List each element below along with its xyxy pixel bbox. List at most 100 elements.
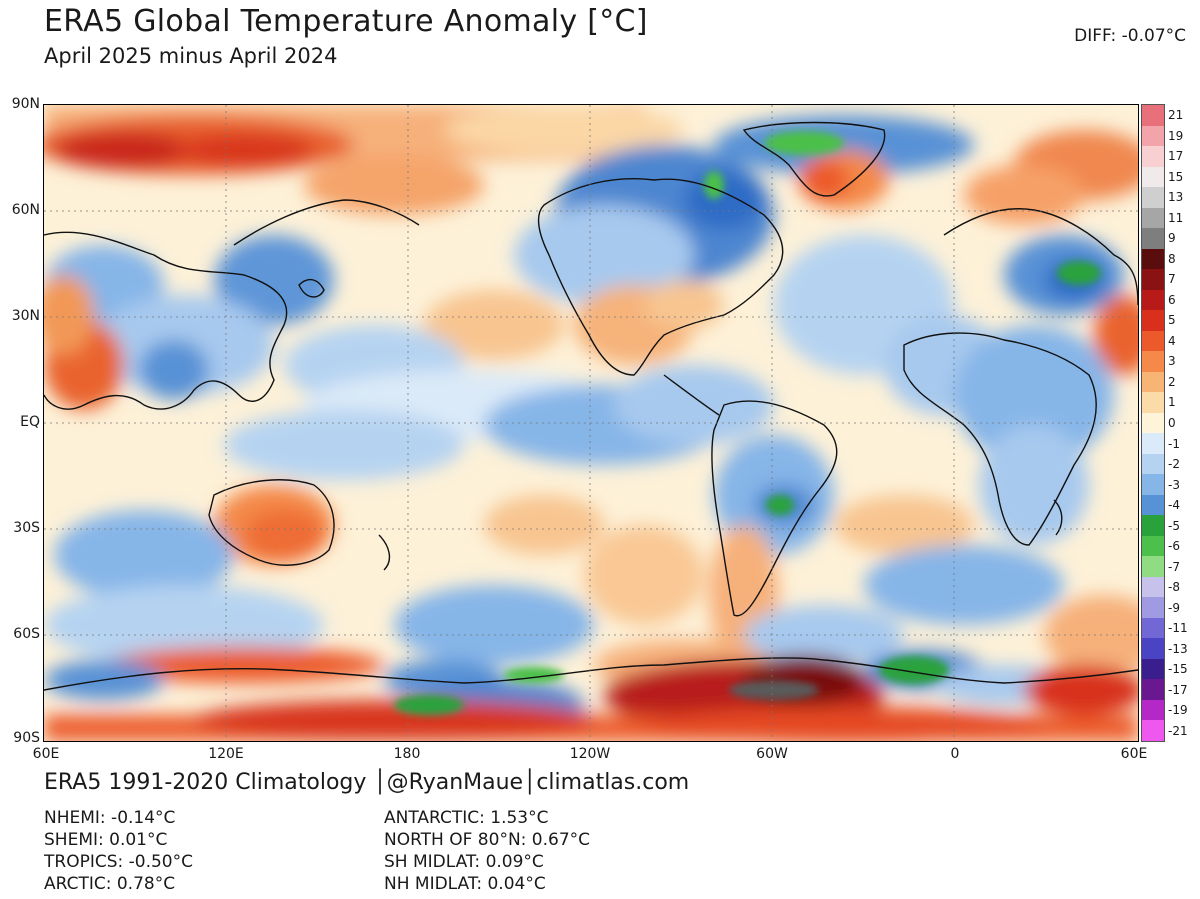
lon-label-0: 0 xyxy=(950,746,960,762)
coastlines xyxy=(44,121,1138,691)
coastline-europe xyxy=(943,208,1138,306)
colorbar-cell xyxy=(1142,453,1164,475)
colorbar-label: -19 xyxy=(1168,703,1188,718)
lon-label-60e: 60E xyxy=(32,746,60,762)
colorbar-cell xyxy=(1142,638,1164,660)
stat-shemi: SHEMI: 0.01°C xyxy=(44,830,168,850)
credit-line: ERA5 1991-2020 Climatology │@RyanMaue│cl… xyxy=(44,770,690,795)
colorbar-label: 11 xyxy=(1168,210,1184,225)
colorbar-cell xyxy=(1142,658,1164,680)
colorbar-cell xyxy=(1142,248,1164,270)
coastline-madagascar xyxy=(1053,499,1063,536)
colorbar-label: -13 xyxy=(1168,641,1188,656)
colorbar-label: 3 xyxy=(1168,354,1176,369)
colorbar-label: 13 xyxy=(1168,190,1184,205)
colorbar-cell xyxy=(1142,125,1164,147)
colorbar-label: -11 xyxy=(1168,621,1188,636)
stat-antarctic: ANTARCTIC: 1.53°C xyxy=(384,808,549,828)
colorbar-label: -4 xyxy=(1168,498,1180,513)
colorbar-label: -17 xyxy=(1168,682,1188,697)
lon-label-120w: 120W xyxy=(569,746,611,762)
colorbar-cell xyxy=(1142,105,1164,127)
stat-nh-midlat: NH MIDLAT: 0.04°C xyxy=(384,874,546,894)
colorbar-cell xyxy=(1142,576,1164,598)
colorbar-cell xyxy=(1142,617,1164,639)
colorbar-label: 4 xyxy=(1168,333,1176,348)
colorbar-label: 1 xyxy=(1168,395,1176,410)
colorbar-cell xyxy=(1142,166,1164,188)
colorbar-cell xyxy=(1142,556,1164,578)
colorbar-cell xyxy=(1142,412,1164,434)
colorbar-cell xyxy=(1142,330,1164,352)
colorbar-label: -7 xyxy=(1168,559,1180,574)
coastline-siberia xyxy=(233,199,420,246)
colorbar-cell xyxy=(1142,310,1164,332)
colorbar-label: -21 xyxy=(1168,723,1188,738)
stat-nhemi: NHEMI: -0.14°C xyxy=(44,808,176,828)
lat-label-eq: EQ xyxy=(20,414,40,430)
colorbar-cell xyxy=(1142,289,1164,311)
lat-label-60s: 60S xyxy=(13,626,40,642)
coastline-australia xyxy=(208,479,335,566)
colorbar-cell xyxy=(1142,474,1164,496)
colorbar-cell xyxy=(1142,187,1164,209)
colorbar-label: 2 xyxy=(1168,374,1176,389)
colorbar-label: -1 xyxy=(1168,436,1180,451)
coastline-south-america xyxy=(711,400,838,617)
coastline-africa xyxy=(903,332,1097,546)
coastline-newzealand xyxy=(378,534,391,571)
colorbar-label: 8 xyxy=(1168,251,1176,266)
colorbar-cell xyxy=(1142,535,1164,557)
colorbar-label: 5 xyxy=(1168,313,1176,328)
coastline-greenland xyxy=(742,121,886,197)
stat-north-of-80n: NORTH OF 80°N: 0.67°C xyxy=(384,830,591,850)
colorbar-label: 17 xyxy=(1168,149,1184,164)
colorbar-label: -8 xyxy=(1168,580,1180,595)
map-title: ERA5 Global Temperature Anomaly [°C] xyxy=(44,4,648,39)
colorbar-cell xyxy=(1142,597,1164,619)
coastline-central-america xyxy=(663,374,720,416)
colorbar-label: -6 xyxy=(1168,539,1180,554)
lon-label-60w: 60W xyxy=(756,746,788,762)
colorbar-label: -9 xyxy=(1168,600,1180,615)
lat-label-90s: 90S xyxy=(13,730,40,746)
colorbar-label: -2 xyxy=(1168,457,1180,472)
map-subtitle: April 2025 minus April 2024 xyxy=(44,44,338,68)
colorbar-cell xyxy=(1142,433,1164,455)
colorbar-label: -5 xyxy=(1168,518,1180,533)
anomaly-map xyxy=(43,104,1139,742)
colorbar-label: 9 xyxy=(1168,231,1176,246)
colorbar-cell xyxy=(1142,494,1164,516)
anomaly-field xyxy=(44,105,1138,741)
colorbar-label: 15 xyxy=(1168,169,1184,184)
colorbar-cell xyxy=(1142,699,1164,721)
colorbar-cell xyxy=(1142,207,1164,229)
colorbar-cell xyxy=(1142,371,1164,393)
colorbar-label: 0 xyxy=(1168,416,1176,430)
stat-sh-midlat: SH MIDLAT: 0.09°C xyxy=(384,852,544,872)
colorbar-cell xyxy=(1142,392,1164,414)
diff-value: DIFF: -0.07°C xyxy=(1074,26,1186,46)
colorbar-label: 21 xyxy=(1168,108,1184,123)
colorbar-cell xyxy=(1142,146,1164,168)
colorbar-cell xyxy=(1142,515,1164,537)
colorbar-cell xyxy=(1142,679,1164,701)
colorbar-label: 7 xyxy=(1168,272,1176,287)
lon-label-120e: 120E xyxy=(208,746,244,762)
colorbar-cell xyxy=(1142,228,1164,250)
lat-label-30n: 30N xyxy=(11,308,40,324)
cold-patches xyxy=(394,131,1101,715)
colorbar-cell xyxy=(1142,351,1164,373)
lon-label-60e-right: 60E xyxy=(1120,746,1148,762)
lon-label-180: 180 xyxy=(393,746,421,762)
stat-arctic: ARCTIC: 0.78°C xyxy=(44,874,176,894)
colorbar-label: -3 xyxy=(1168,477,1180,492)
anomaly-map-svg xyxy=(44,105,1138,741)
lat-label-60n: 60N xyxy=(11,202,40,218)
colorbar-label: -15 xyxy=(1168,662,1188,677)
colorbar-label: 6 xyxy=(1168,292,1176,307)
stat-tropics: TROPICS: -0.50°C xyxy=(44,852,193,872)
coastline-antarctica xyxy=(44,657,1138,691)
coastline-asia xyxy=(44,231,288,410)
lat-label-30s: 30S xyxy=(13,520,40,536)
